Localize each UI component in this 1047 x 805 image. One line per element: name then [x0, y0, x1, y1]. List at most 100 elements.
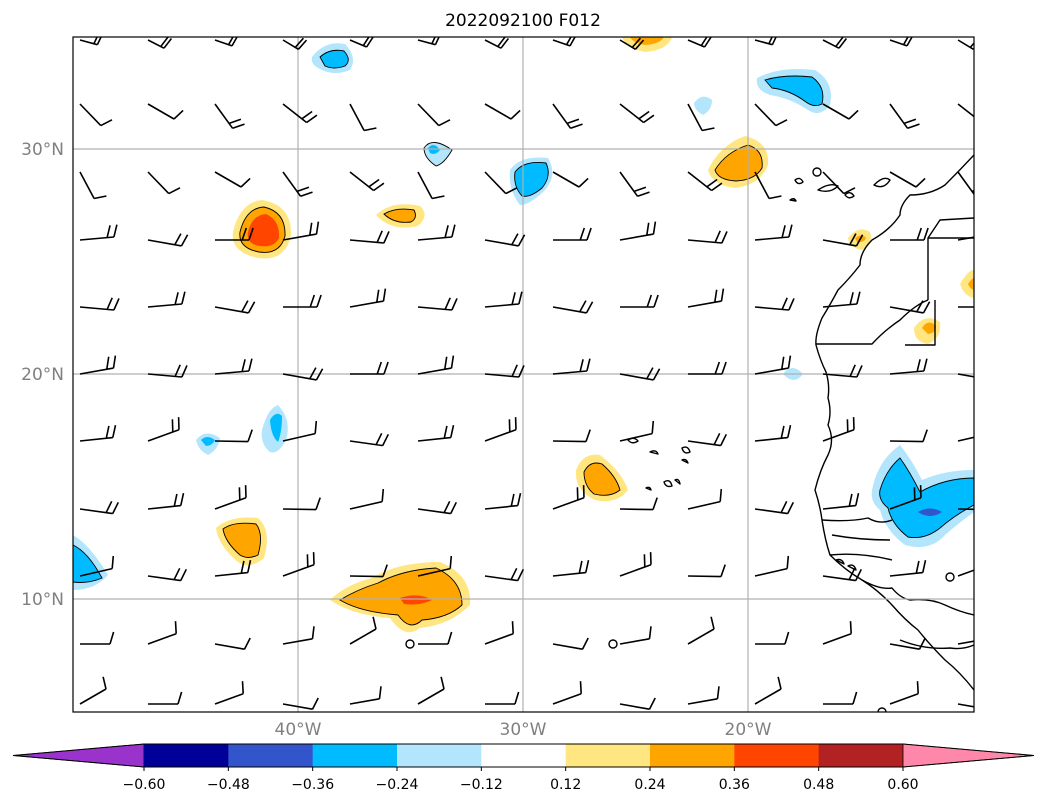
- wind-barb: [687, 432, 728, 447]
- wind-barb: [282, 497, 321, 511]
- negative-feature-30n-34w: [423, 142, 453, 167]
- wind-barb: [552, 485, 585, 510]
- wind-barb: [79, 355, 117, 375]
- negative-feature-18n-41w: [261, 405, 288, 453]
- wind-barb: [687, 103, 715, 132]
- wind-barb: [822, 567, 863, 582]
- colorbar-segment: [397, 744, 482, 767]
- wind-barb: [282, 420, 318, 442]
- positive-feature-22n-11w: [914, 318, 941, 344]
- colorbar-tick-label: −0.36: [291, 777, 334, 793]
- wind-barb: [147, 364, 188, 378]
- wind-barb: [147, 233, 189, 247]
- wind-barb: [79, 103, 113, 127]
- map-title: 2022092100 F012: [445, 11, 601, 31]
- wind-barb: [147, 417, 180, 442]
- wind-barb: [619, 497, 658, 511]
- map-area: [73, 37, 974, 712]
- wind-barb: [484, 233, 526, 247]
- wind-barb: [484, 364, 525, 378]
- wind-barb: [889, 171, 926, 188]
- contour-fills: [73, 37, 974, 633]
- wind-barb: [79, 676, 107, 705]
- wind-barb: [349, 564, 388, 578]
- wind-barb: [79, 37, 102, 46]
- colorbar-segment: [650, 744, 735, 767]
- wind-barb: [214, 300, 256, 314]
- wind-barb: [79, 297, 120, 311]
- colorbar-segment: [228, 744, 314, 767]
- lat-label-30n: 30°N: [21, 140, 64, 160]
- colorbar-segment: [144, 744, 229, 767]
- positive-feature-10n-35w: [330, 562, 471, 633]
- wind-barb: [552, 681, 582, 705]
- wind-barb: [282, 103, 318, 124]
- wind-barb: [349, 432, 390, 447]
- wind-barb: [822, 621, 852, 645]
- negative-feature-11n-49w: [73, 535, 108, 590]
- colorbar-tick-label: 0.48: [803, 777, 834, 793]
- wind-barb: [822, 417, 855, 442]
- wind-barb: [619, 37, 645, 50]
- wind-barb: [822, 364, 863, 378]
- colorbar-extend-low: [12, 743, 145, 768]
- wind-barb: [754, 297, 795, 311]
- wind-barb: [553, 227, 592, 241]
- wind-barb: [79, 425, 117, 442]
- wind-barb: [214, 37, 238, 47]
- wind-barb: [417, 297, 458, 311]
- wind-barb: [822, 171, 856, 195]
- lon-label-40w: 40°W: [275, 720, 322, 740]
- wind-barb: [687, 288, 725, 308]
- wind-barb: [417, 37, 440, 46]
- colorbar-tick-label: 0.12: [550, 777, 581, 793]
- wind-barb: [147, 103, 184, 120]
- wind-barb: [822, 493, 860, 510]
- wind-barb: [957, 236, 974, 241]
- wind-barb: [957, 436, 974, 442]
- wind-barb: [282, 37, 308, 50]
- colorbar-segment: [565, 744, 651, 767]
- positive-feature-28n-41w: [232, 200, 292, 259]
- wind-barb: [957, 171, 974, 196]
- wind-barb: [349, 171, 385, 192]
- wind-barb: [552, 560, 590, 577]
- wind-barb: [754, 224, 793, 241]
- coastlines: [405, 154, 974, 712]
- colorbar-tick-label: 0.24: [634, 777, 665, 793]
- wind-barb: [484, 493, 522, 510]
- wind-barb: [552, 358, 591, 375]
- wind-barb: [957, 640, 974, 645]
- wind-barb: [214, 171, 251, 188]
- wind-barb: [552, 429, 591, 443]
- wind-barb: [958, 306, 974, 308]
- wind-barb: [79, 171, 107, 200]
- wind-barb: [147, 493, 185, 510]
- wind-barb: [552, 171, 589, 188]
- wind-barb: [214, 681, 244, 705]
- wind-barb: [687, 171, 723, 192]
- positive-feature-24n-9w: [960, 270, 974, 298]
- wind-barb: [889, 637, 926, 650]
- wind-barb: [484, 37, 510, 49]
- wind-barb: [619, 171, 650, 198]
- wind-barb: [417, 224, 456, 241]
- wind-barb: [349, 103, 377, 132]
- wind-barb: [754, 555, 790, 577]
- wind-barb: [214, 560, 252, 577]
- wind-barb: [484, 171, 518, 195]
- colorbar-extend-high: [902, 743, 1035, 768]
- wind-barb: [282, 626, 315, 645]
- colorbar-tick-label: −0.12: [460, 777, 503, 793]
- lon-label-20w: 20°W: [725, 720, 772, 740]
- negative-feature-33n-19w: [756, 69, 831, 114]
- wind-barb: [754, 425, 792, 442]
- wind-barb: [417, 171, 445, 200]
- graticule: [73, 37, 974, 712]
- wind-barb: [282, 367, 324, 381]
- colorbar-tick-label: 0.36: [719, 777, 750, 793]
- wind-barb: [889, 485, 922, 510]
- wind-barb: [417, 500, 458, 515]
- colorbar-segment: [818, 744, 904, 767]
